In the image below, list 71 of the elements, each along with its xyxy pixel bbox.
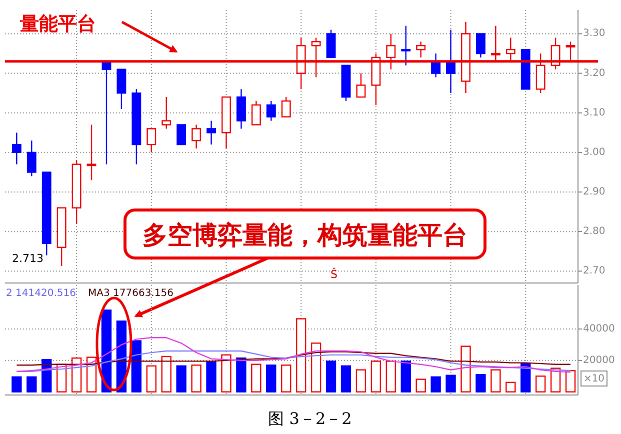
bar — [506, 382, 516, 392]
legend-label: 量能平台 — [19, 13, 96, 35]
bar — [71, 357, 82, 392]
bar — [12, 376, 22, 392]
candlestick — [446, 29, 456, 94]
candlestick — [476, 33, 486, 58]
bar — [370, 360, 382, 392]
bar — [251, 364, 262, 392]
y-tick-label: 2.90 — [583, 186, 606, 198]
candlestick — [281, 96, 291, 118]
candlestick — [401, 25, 411, 66]
candlestick — [86, 124, 96, 181]
bar — [146, 365, 156, 392]
bar — [430, 376, 441, 392]
bar — [131, 340, 142, 392]
bar — [176, 365, 186, 392]
y-tick-label: 3.20 — [583, 68, 606, 79]
candlestick — [162, 96, 172, 130]
candlestick — [251, 100, 261, 126]
candlestick — [266, 100, 276, 122]
candlestick — [326, 29, 336, 58]
bar — [386, 360, 396, 392]
caption: 图 3－2－2 — [268, 409, 352, 428]
y-tick-label: 3.30 — [583, 28, 606, 40]
y-tick-label: 3.10 — [583, 107, 606, 118]
annotation: 2.713 — [12, 252, 44, 265]
candlestick — [116, 68, 126, 110]
bar — [340, 365, 352, 392]
annotation: Ŝ — [330, 267, 338, 281]
bar — [26, 376, 37, 392]
bar — [191, 364, 202, 392]
candlestick — [12, 132, 22, 165]
candlestick — [236, 88, 246, 130]
bar — [161, 356, 172, 392]
bar — [446, 374, 456, 392]
bar — [236, 357, 246, 392]
bar — [416, 378, 426, 392]
candlestick — [26, 140, 36, 177]
bar — [490, 369, 501, 392]
bar — [535, 376, 546, 392]
candlestick — [206, 120, 216, 146]
bar — [310, 342, 322, 392]
candlestick — [146, 128, 156, 154]
y-tick-label: 40000 — [583, 324, 615, 334]
bar — [476, 374, 486, 392]
y-tick-label: 2.80 — [583, 226, 606, 238]
bar — [221, 354, 232, 392]
y-tick-label: 3.00 — [583, 146, 606, 158]
annotation: MA3 177663.156 — [88, 288, 174, 299]
y-tick-label: 2.70 — [583, 266, 606, 277]
bar — [550, 368, 561, 392]
bar — [400, 360, 411, 392]
candlestick — [192, 124, 202, 150]
bar — [281, 364, 292, 392]
bar — [206, 361, 216, 392]
annotation: 多空博弈量能，构筑量能平台 — [142, 220, 468, 250]
candlestick — [176, 124, 186, 146]
line-series — [16, 351, 572, 366]
line-series — [16, 337, 572, 373]
bar — [356, 369, 366, 392]
candlestick — [356, 72, 366, 98]
bar — [296, 318, 306, 392]
candlestick — [416, 41, 426, 58]
annotation: 2 141420.516 — [6, 288, 76, 299]
bar — [326, 360, 336, 392]
y-tick-label: 20000 — [583, 354, 615, 366]
candlestick — [431, 52, 441, 78]
bar — [460, 346, 471, 392]
bar — [266, 364, 276, 392]
text: ×10 — [583, 374, 605, 384]
bar — [565, 370, 576, 392]
